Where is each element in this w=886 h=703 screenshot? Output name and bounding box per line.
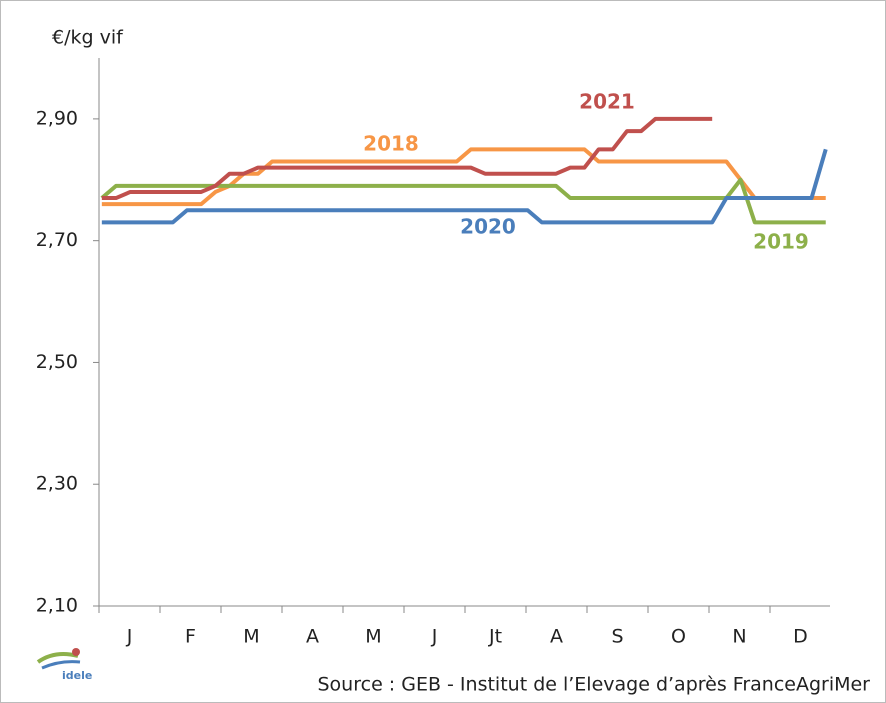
x-tick-label: M — [243, 626, 259, 648]
x-tick-label: A — [306, 626, 319, 648]
x-tick-label: D — [793, 626, 808, 648]
logo-dot — [72, 648, 80, 656]
y-tick-label: 2,90 — [36, 107, 78, 129]
x-tick-label: N — [732, 626, 746, 648]
x-tick-label: J — [126, 626, 133, 648]
logo: idele — [36, 648, 92, 682]
y-axis-label: €/kg vif — [52, 27, 124, 49]
series-line — [101, 147, 826, 207]
series-line — [101, 116, 713, 201]
y-tick-label: 2,70 — [36, 229, 78, 251]
source: Source : GEB - Institut de l’Elevage d’a… — [318, 674, 871, 696]
y-tick-label: 2,30 — [36, 473, 78, 495]
x-tick-label: F — [185, 626, 196, 648]
logo-text: idele — [62, 669, 92, 682]
x-tick-label: A — [550, 626, 563, 648]
series-line — [100, 177, 826, 225]
y-tick-label: 2,50 — [36, 351, 78, 373]
x-tick-label: O — [671, 626, 686, 648]
series-label: 2021 — [579, 90, 635, 114]
logo-swoosh — [41, 660, 81, 670]
y-tick-label: 2,10 — [36, 595, 78, 617]
series-label: 2020 — [460, 215, 516, 239]
x-tick-label: Jt — [488, 626, 502, 648]
series-line — [101, 148, 828, 225]
x-tick-label: M — [365, 626, 381, 648]
x-tick-label: S — [611, 626, 623, 648]
series-label: 2018 — [363, 132, 419, 156]
x-tick-label: J — [431, 626, 438, 648]
series-label: 2019 — [753, 230, 809, 254]
